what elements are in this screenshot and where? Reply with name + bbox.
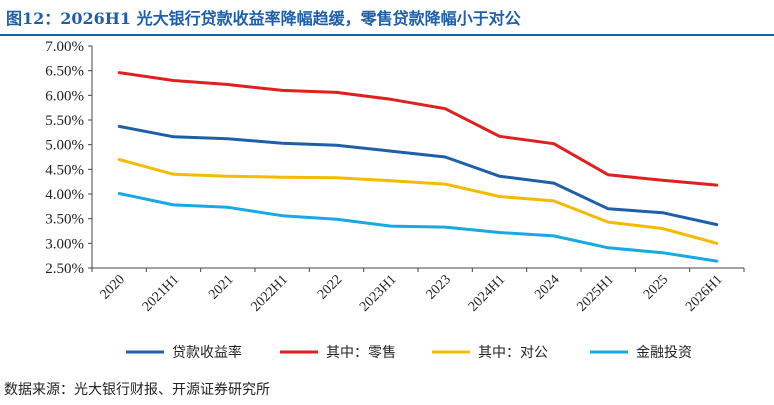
y-tick-label: 6.50%: [45, 64, 84, 80]
x-tick-label: 2026H1: [683, 272, 726, 315]
title-bar: 图12：2026H1 光大银行贷款收益率降幅趋缓，零售贷款降幅小于对公: [0, 0, 774, 36]
y-tick-label: 3.50%: [45, 212, 84, 228]
series-line: [117, 124, 719, 227]
y-tick-label: 5.50%: [45, 113, 84, 129]
y-tick-label: 4.50%: [45, 162, 84, 178]
x-tick-label: 2023H1: [357, 272, 400, 315]
x-tick-label: 2024H1: [466, 272, 509, 315]
y-tick-label: 6.00%: [45, 88, 84, 104]
chart-title: 图12：2026H1 光大银行贷款收益率降幅趋缓，零售贷款降幅小于对公: [6, 9, 521, 28]
x-tick-label: 2025H1: [574, 272, 617, 315]
series-line: [117, 71, 719, 187]
y-tick-label: 3.00%: [45, 236, 84, 252]
series-line: [117, 192, 719, 263]
y-tick-label: 4.00%: [45, 187, 84, 203]
x-tick-label: 2021: [206, 272, 236, 302]
legend-label: 其中：对公: [478, 345, 548, 361]
source-note: 数据来源：光大银行财报、开源证券研究所: [4, 382, 270, 398]
x-tick-label: 2024: [532, 272, 562, 302]
x-tick-label: 2025: [641, 272, 671, 302]
x-tick-label: 2023: [424, 272, 454, 302]
x-tick-label: 2022: [315, 272, 345, 302]
y-tick-label: 5.00%: [45, 138, 84, 154]
x-tick-label: 2022H1: [248, 272, 291, 315]
legend-label: 贷款收益率: [172, 344, 242, 361]
legend-label: 其中：零售: [326, 345, 396, 361]
legend-label: 金融投资: [636, 345, 692, 361]
y-tick-label: 7.00%: [45, 39, 84, 55]
y-tick-label: 2.50%: [45, 261, 84, 277]
series-line: [117, 158, 719, 245]
x-tick-label: 2020: [98, 272, 128, 302]
x-tick-label: 2021H1: [140, 272, 183, 315]
